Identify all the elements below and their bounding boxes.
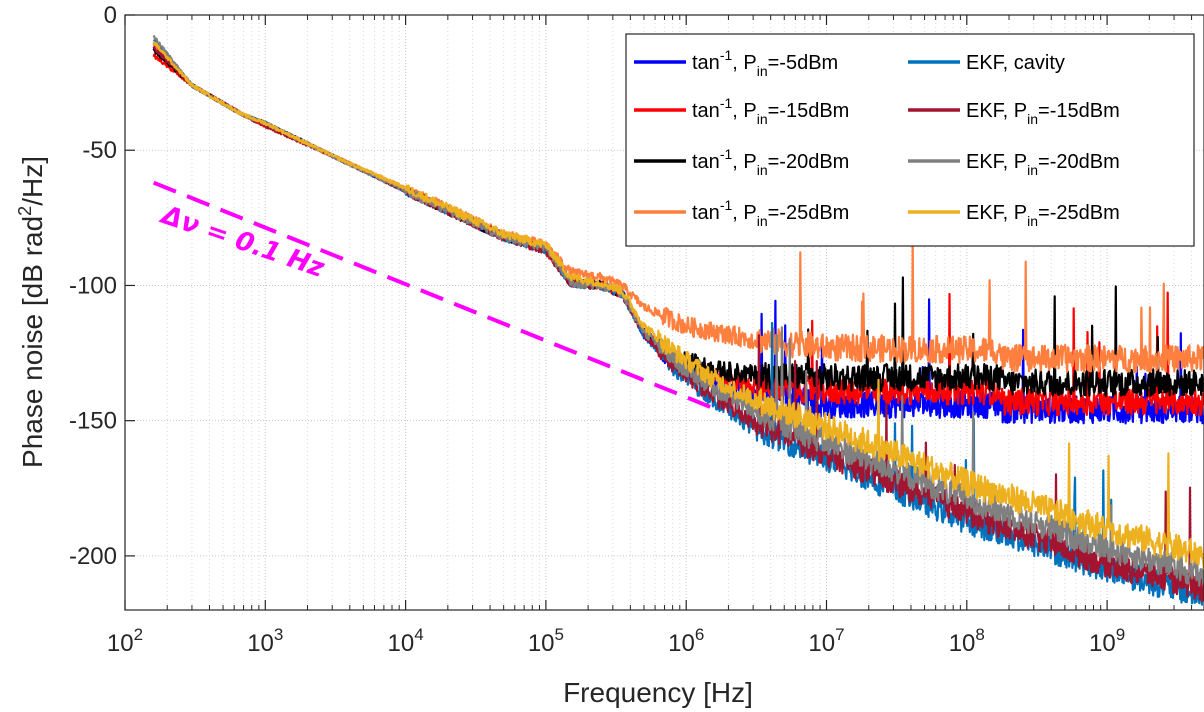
tick-labels: 102 103 104 105 106 107 108 109 0 -50 -100 -150 -200 (69, 2, 1125, 657)
annotation-layer (152, 180, 712, 410)
x-tick-label: 104 (388, 625, 424, 657)
x-tick-label: 102 (107, 625, 143, 657)
legend: tan-1, Pin=-5dBm tan-1, Pin=-15dBm tan-1, … (625, 33, 1195, 247)
x-tick-label: 109 (1089, 625, 1125, 657)
x-axis-label: Frequency [Hz] (563, 677, 753, 708)
y-tick-label: -100 (69, 272, 117, 299)
x-tick-label: 107 (808, 625, 844, 657)
legend-label: EKF, cavity (966, 52, 1065, 74)
y-tick-label: 0 (104, 2, 117, 29)
axes (124, 14, 1204, 611)
y-tick-label: -50 (82, 137, 117, 164)
legend-label: tan-1, Pin=-5dBm (692, 47, 838, 79)
linewidth-reference-line (152, 180, 712, 410)
y-tick-label: -150 (69, 408, 117, 435)
x-tick-label: 108 (949, 625, 985, 657)
legend-label: EKF, Pin=-25dBm (966, 202, 1120, 229)
series-layer (152, 34, 1204, 606)
series-line (152, 41, 1204, 570)
legend-label: tan-1, Pin=-15dBm (692, 95, 849, 127)
legend-label: tan-1, Pin=-20dBm (692, 146, 849, 178)
legend-label: tan-1, Pin=-25dBm (692, 197, 849, 229)
x-tick-label: 103 (247, 625, 283, 657)
x-tick-label: 106 (668, 625, 704, 657)
legend-label: EKF, Pin=-20dBm (966, 151, 1120, 178)
legend-label: EKF, Pin=-15dBm (966, 100, 1120, 127)
x-tick-label: 105 (528, 625, 564, 657)
y-tick-label: -200 (69, 543, 117, 570)
y-axis-label: Phase noise [dB rad2/Hz] (15, 156, 48, 468)
